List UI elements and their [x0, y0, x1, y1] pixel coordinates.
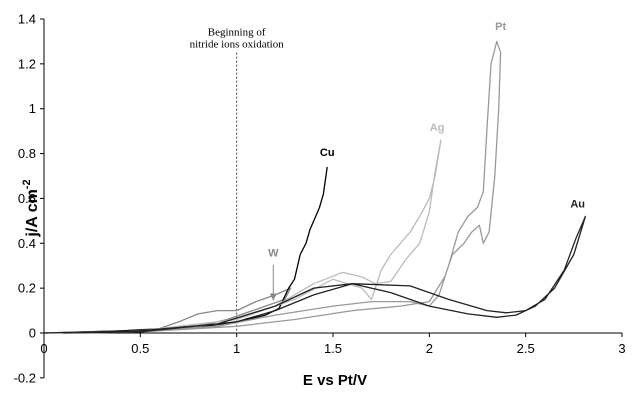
x-axis-title: E vs Pt/V	[303, 372, 367, 389]
series-label-cu: Cu	[320, 147, 335, 159]
y-tick-label: 0.4	[18, 236, 36, 251]
y-tick-label: 0.2	[18, 281, 36, 296]
y-tick-label: 0	[29, 326, 36, 341]
series-label-pt: Pt	[495, 21, 506, 33]
series-label-ag: Ag	[430, 122, 445, 134]
y-axis-title-sup: -2	[21, 179, 33, 189]
tick-labels: -0.2 0 0.2 0.4 0.6 0.8 1 1.2 1.4 0 0.5 1 1.5 2 2.5 3	[14, 12, 626, 386]
annotation-text-line2: nitride ions oxidation	[190, 39, 285, 51]
x-tick-label: 2.5	[517, 341, 535, 356]
x-tick-label: 0.5	[131, 341, 149, 356]
y-tick-label: 0.6	[18, 191, 36, 206]
series-labels: W Cu Ag Pt Au	[268, 21, 585, 301]
y-tick-label: -0.2	[14, 370, 36, 385]
y-axis-title-main: j/A cm	[24, 189, 41, 237]
y-tick-label: 0.8	[18, 146, 36, 161]
series-label-au: Au	[570, 198, 585, 210]
series-label-w: W	[268, 248, 279, 260]
axes	[40, 18, 623, 379]
series-line-pt	[43, 40, 502, 334]
series-line-au	[43, 215, 587, 334]
series-lines	[43, 40, 587, 334]
y-tick-label: 1	[29, 101, 36, 116]
x-tick-label: 2	[426, 341, 433, 356]
x-tick-label: 3	[618, 341, 625, 356]
annotation: Beginning of nitride ions oxidation	[190, 27, 285, 333]
x-tick-label: 1	[233, 341, 240, 356]
series-line-ag	[43, 139, 442, 334]
annotation-text-line1: Beginning of	[208, 27, 266, 39]
series-line-cu	[43, 166, 328, 334]
y-tick-label: 1.4	[18, 12, 36, 27]
x-tick-label: 0	[40, 341, 47, 356]
w-arrow-head	[269, 293, 277, 301]
y-axis-title: j/A cm-2	[21, 179, 41, 237]
x-tick-label: 1.5	[324, 341, 342, 356]
series-line-w	[43, 287, 292, 334]
y-tick-label: 1.2	[18, 56, 36, 71]
